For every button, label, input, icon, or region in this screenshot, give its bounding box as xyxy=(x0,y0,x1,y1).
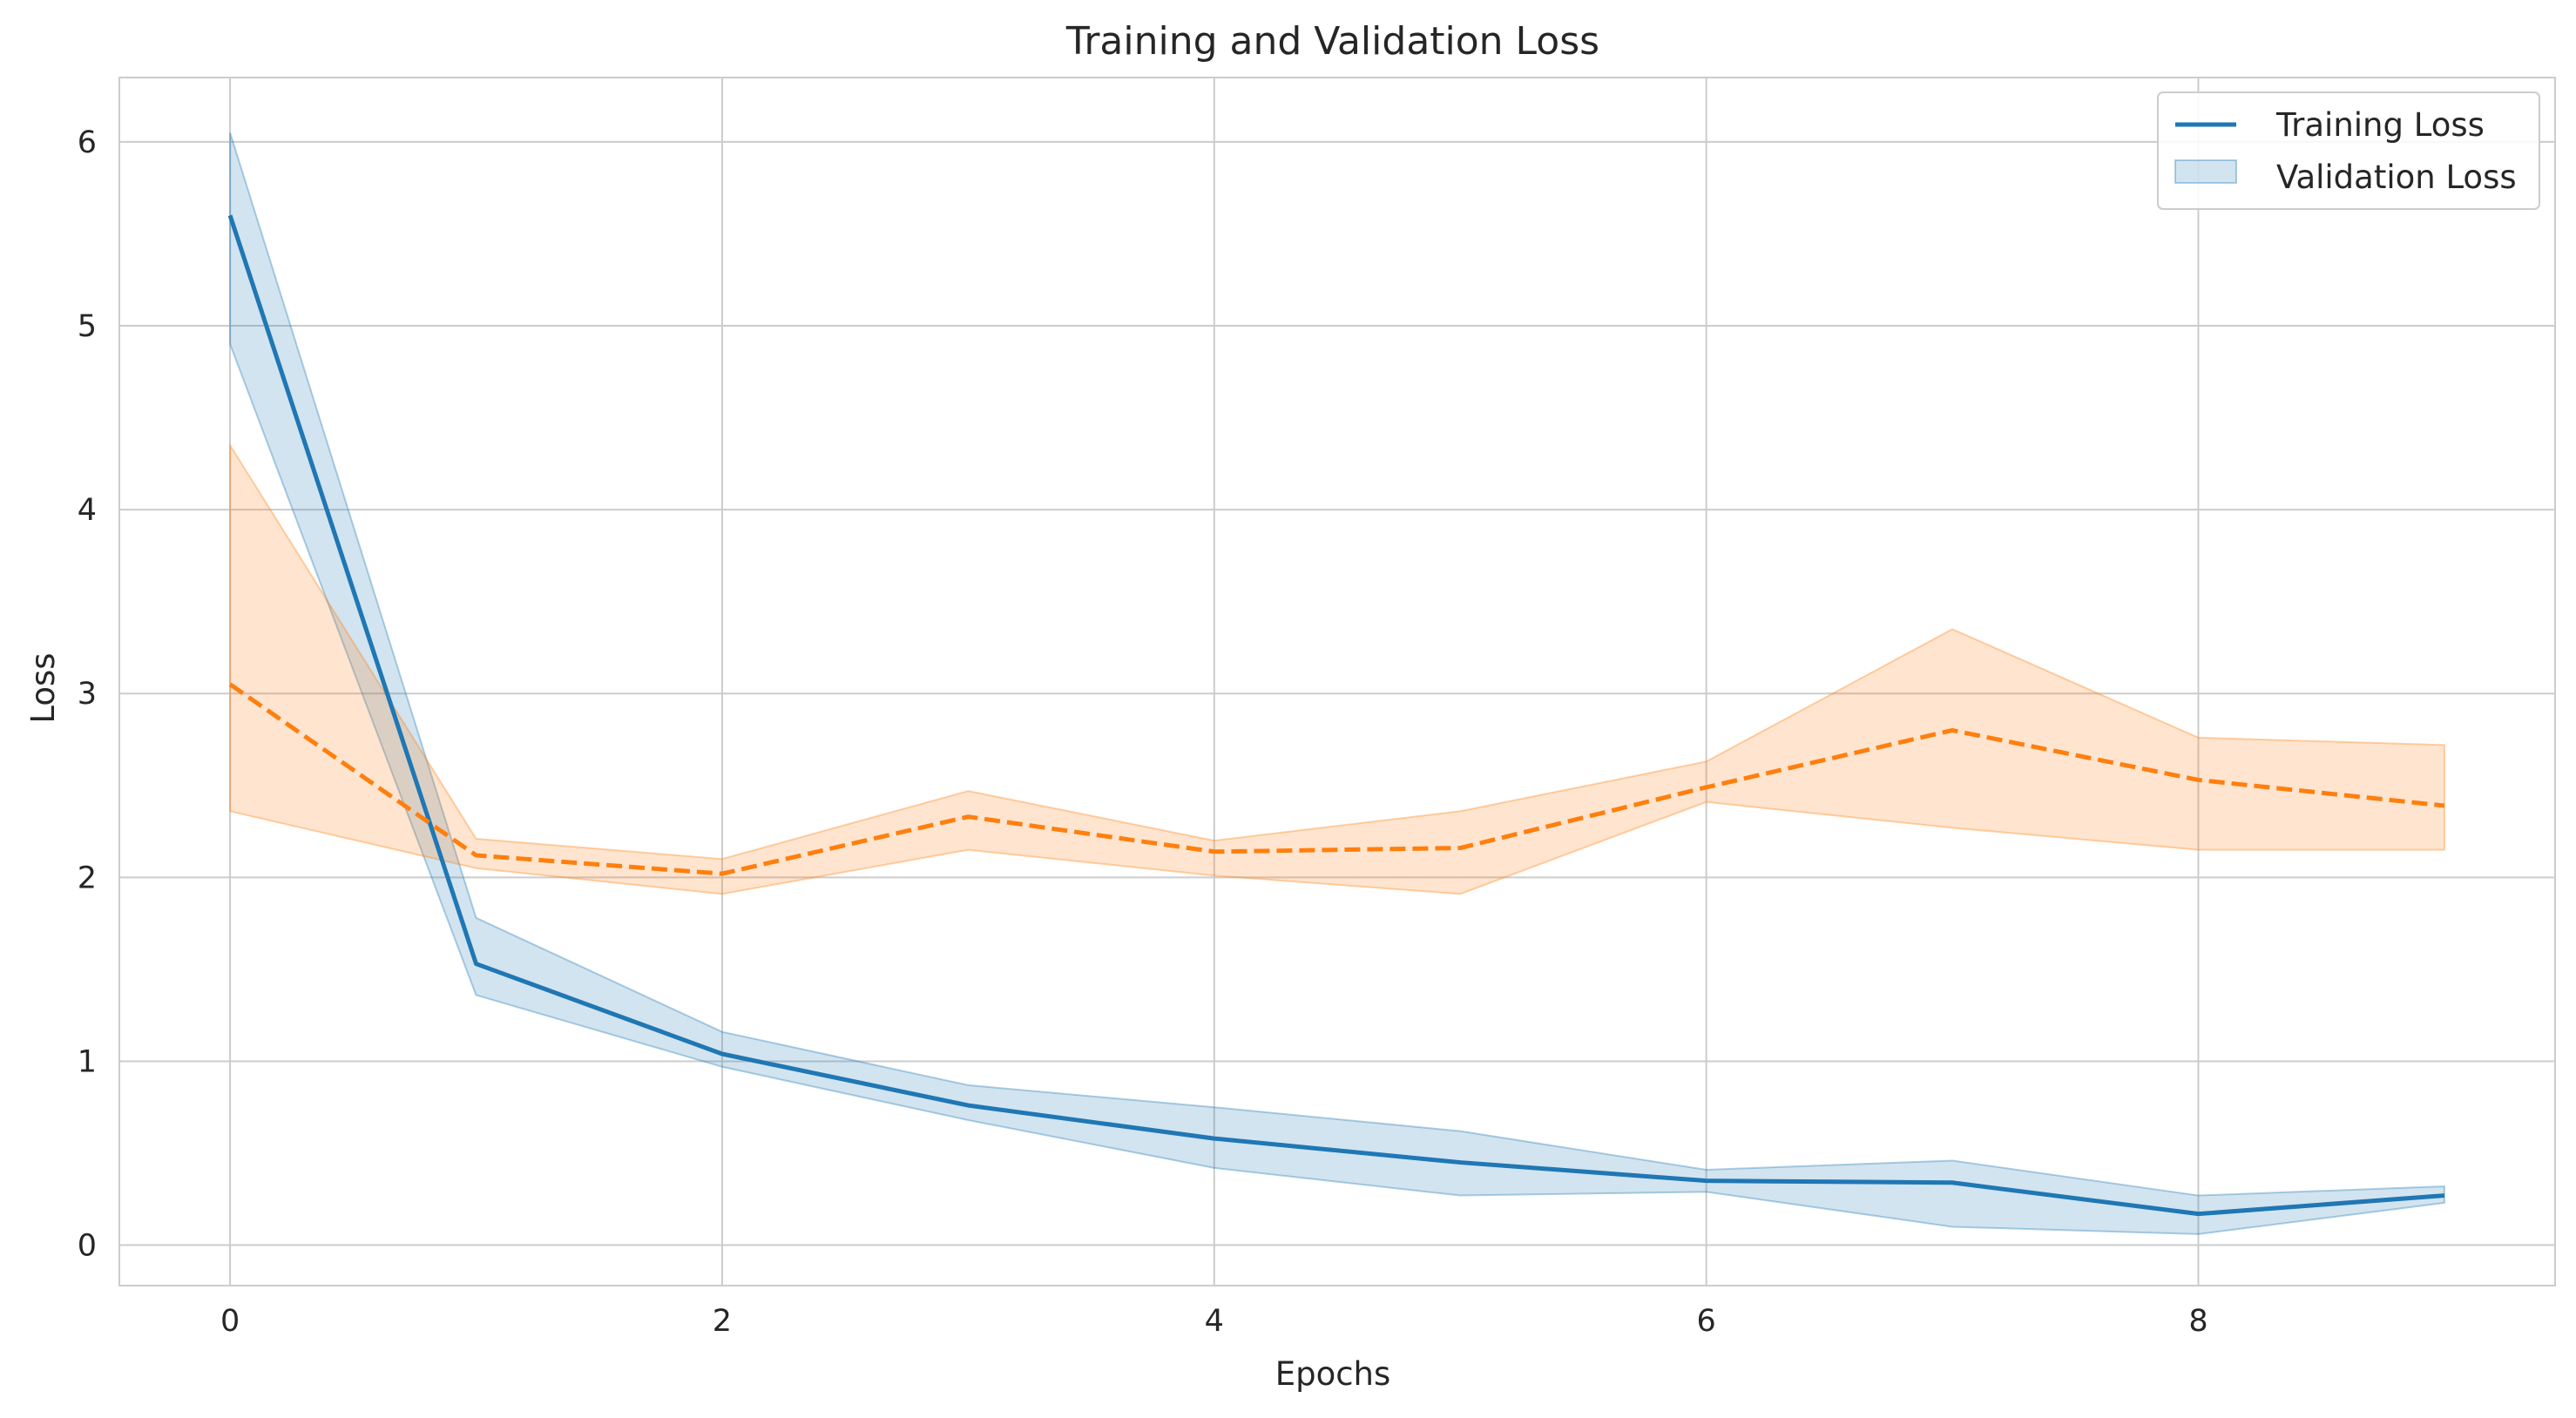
grid xyxy=(119,78,2555,1286)
plot-frame xyxy=(118,77,2556,1286)
y-tick-label: 6 xyxy=(78,125,97,160)
y-tick-label: 4 xyxy=(78,493,97,528)
y-tick-labels: 0 1 2 3 4 5 6 xyxy=(78,125,97,1264)
x-tick-label: 4 xyxy=(1205,1304,1224,1339)
line-training xyxy=(227,214,2445,1217)
series-lines xyxy=(227,214,2445,1217)
legend-label-training: Training Loss xyxy=(2275,106,2485,144)
line-validation xyxy=(228,682,2445,876)
band-validation xyxy=(229,442,2445,895)
y-tick-label: 5 xyxy=(78,309,97,344)
confidence-bands xyxy=(229,132,2445,1235)
legend: Training Loss Validation Loss xyxy=(2157,91,2540,210)
legend-label-validation: Validation Loss xyxy=(2276,159,2517,196)
y-axis-label: Loss xyxy=(24,652,62,723)
y-tick-label: 0 xyxy=(78,1229,97,1264)
y-tick-label: 1 xyxy=(78,1044,97,1079)
x-tick-label: 8 xyxy=(2188,1304,2208,1339)
x-tick-label: 2 xyxy=(713,1304,732,1339)
x-tick-label: 6 xyxy=(1696,1304,1715,1339)
x-tick-label: 0 xyxy=(220,1304,240,1339)
band-training xyxy=(229,132,2445,1235)
y-tick-label: 3 xyxy=(78,677,97,712)
x-tick-labels: 0 2 4 6 8 xyxy=(220,1304,2208,1339)
chart-title: Training and Validation Loss xyxy=(1065,19,1599,64)
y-tick-label: 2 xyxy=(78,861,97,895)
legend-swatch-validation xyxy=(2174,159,2237,184)
x-axis-label: Epochs xyxy=(1275,1355,1391,1393)
legend-frame xyxy=(2157,91,2540,210)
